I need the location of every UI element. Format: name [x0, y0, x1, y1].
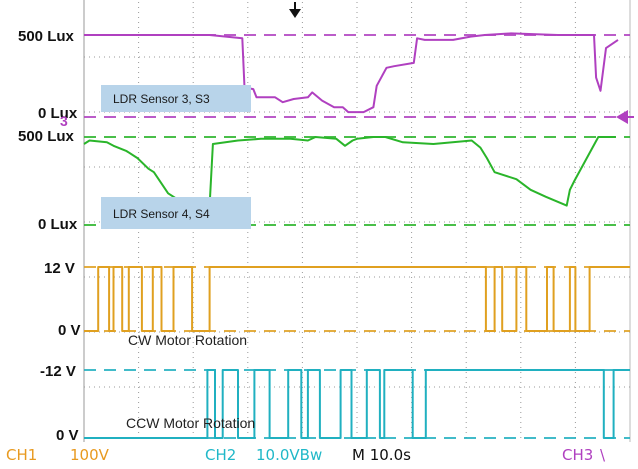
trace-s3: [84, 32, 619, 114]
status-ch2: CH2: [205, 446, 236, 464]
trace-cw: [84, 266, 630, 332]
sensor-label-s3: LDR Sensor 3, S3: [113, 92, 210, 106]
sensor-label-s4: LDR Sensor 4, S4: [113, 207, 210, 221]
trigger-position-icon: [289, 9, 301, 18]
channel-marker-arrow-right: [616, 110, 628, 124]
level-label-s3-low: 0 Lux: [38, 105, 78, 122]
trace-s4: [83, 136, 616, 209]
sensor-label-box-s4: [101, 197, 251, 229]
level-label-s4-low: 0 Lux: [38, 216, 78, 233]
status-timebase: M 10.0s: [352, 446, 411, 464]
traces: [83, 32, 630, 439]
status-ch1-scale: 100V: [70, 446, 110, 464]
level-label-cw-low: 0 V: [58, 322, 81, 339]
level-label-s3-high: 500 Lux: [18, 28, 75, 45]
status-trigger-slope-icon: \: [600, 446, 606, 464]
status-ch3: CH3: [562, 446, 593, 464]
status-ch2-scale: 10.0VBw: [256, 446, 322, 464]
level-label-s4-high: 500 Lux: [18, 128, 75, 145]
sensor-label-box-s3: [101, 85, 251, 112]
motor-label-ccw: CCW Motor Rotation: [126, 415, 255, 431]
trace-ccw: [84, 369, 630, 439]
level-label-ccw-low: 0 V: [56, 427, 79, 444]
status-bar-background: [0, 442, 638, 469]
level-label-ccw-high: -12 V: [40, 363, 76, 380]
status-ch1: CH1: [6, 446, 37, 464]
motor-label-cw: CW Motor Rotation: [128, 332, 247, 348]
channel-marker-s3: 3: [60, 113, 68, 129]
level-label-cw-high: 12 V: [44, 260, 75, 277]
